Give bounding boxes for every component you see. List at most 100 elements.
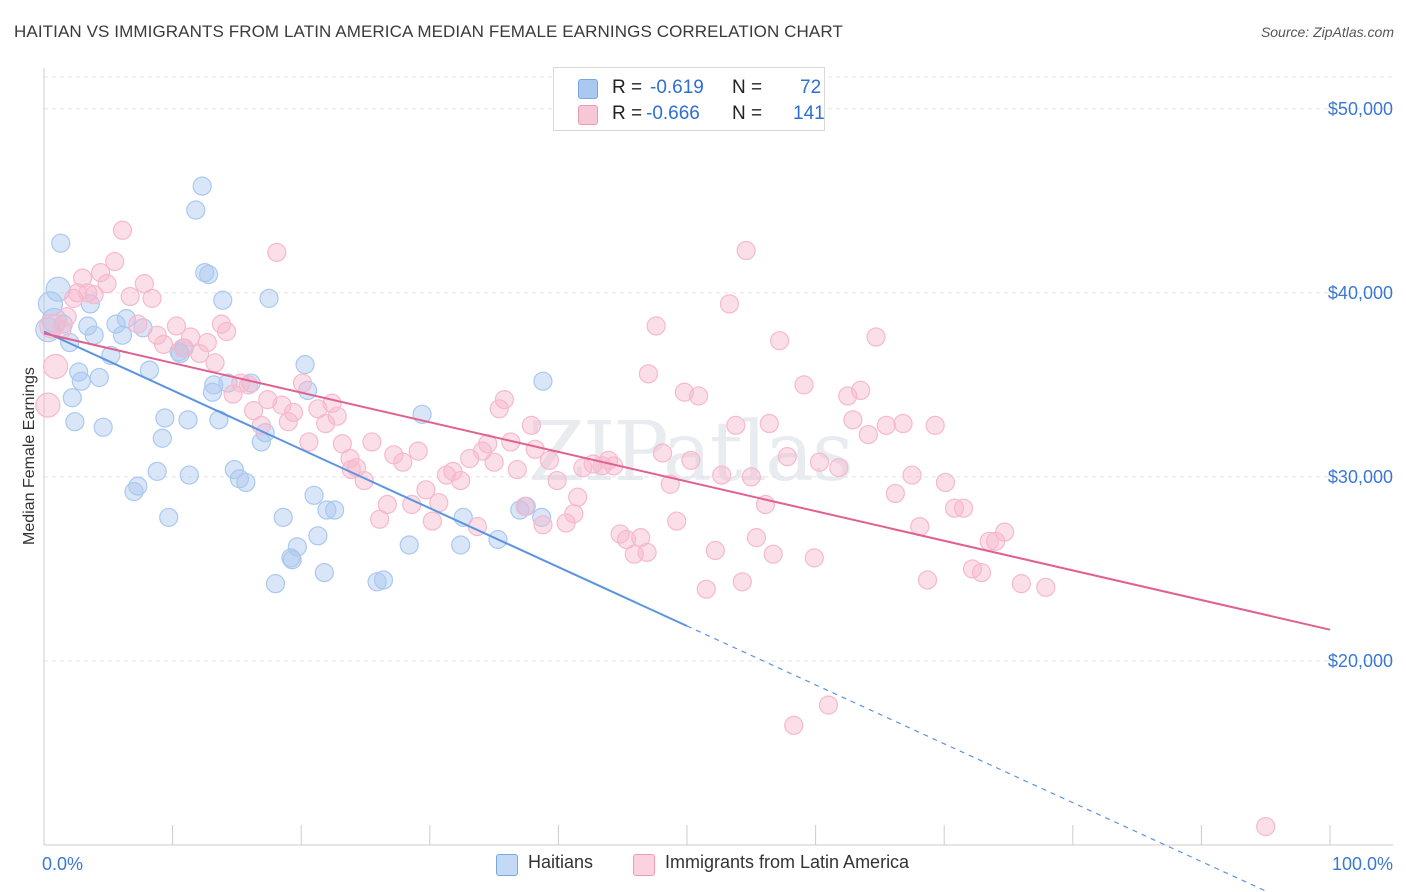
data-point <box>128 476 148 496</box>
data-point <box>532 507 552 527</box>
data-point <box>205 353 225 373</box>
axes <box>43 68 1393 846</box>
data-point <box>851 380 871 401</box>
data-point <box>416 480 436 500</box>
data-point <box>178 410 198 430</box>
data-point <box>784 715 804 735</box>
data-point <box>213 290 233 310</box>
data-point <box>259 288 279 308</box>
data-point <box>705 540 725 561</box>
data-point <box>97 274 117 294</box>
data-point <box>155 408 175 428</box>
latin-america-trend-line <box>43 332 1331 631</box>
data-point <box>736 240 756 261</box>
data-point <box>843 410 863 430</box>
data-point <box>893 413 913 434</box>
data-point <box>1011 574 1031 594</box>
data-point <box>62 388 82 408</box>
legend-label: Haitians <box>528 852 594 872</box>
correlation-legend: R = -0.619 N = 72 R = -0.666 N = 141 <box>553 67 825 131</box>
data-point <box>112 220 133 240</box>
data-point <box>876 415 896 435</box>
data-point <box>885 483 905 504</box>
n-label: N = <box>732 77 763 98</box>
data-point <box>402 494 422 515</box>
data-point <box>674 382 695 402</box>
x-tick-label: 0.0% <box>42 854 83 874</box>
data-point <box>667 511 687 531</box>
data-point <box>152 428 172 448</box>
data-point <box>777 447 797 467</box>
data-point <box>147 461 167 481</box>
data-point <box>90 263 111 283</box>
data-point <box>408 441 428 461</box>
data-point <box>1036 577 1056 597</box>
data-point <box>229 469 250 489</box>
data-point <box>57 307 77 327</box>
n-label: N = <box>732 103 763 124</box>
data-point <box>917 570 938 590</box>
data-point <box>317 500 337 520</box>
data-point <box>65 412 85 432</box>
data-point <box>533 515 553 535</box>
grid-lines <box>44 76 1395 662</box>
data-point <box>646 316 666 336</box>
r-value: -0.619 <box>650 77 704 98</box>
latin-america-swatch <box>578 105 598 125</box>
data-point <box>112 325 133 345</box>
data-point <box>573 458 593 478</box>
data-point <box>759 413 779 434</box>
data-point <box>681 450 701 470</box>
data-point <box>637 542 657 562</box>
data-point <box>236 472 256 493</box>
data-point <box>373 570 394 590</box>
data-point <box>638 364 659 384</box>
data-point <box>128 314 148 334</box>
data-point <box>314 563 334 583</box>
data-point <box>308 399 328 419</box>
data-point <box>688 386 709 406</box>
data-point <box>794 375 814 395</box>
data-point <box>295 355 315 375</box>
data-point <box>547 470 567 491</box>
y-tick-label: $50,000 <box>1328 99 1393 119</box>
data-point <box>223 384 243 404</box>
data-point <box>159 507 179 527</box>
data-point <box>521 415 541 435</box>
data-point <box>71 371 91 391</box>
watermark: ZIPatlas <box>528 405 852 500</box>
data-point <box>72 268 93 288</box>
n-value: 141 <box>793 103 825 124</box>
data-point <box>179 465 199 485</box>
data-point <box>272 395 292 415</box>
data-point <box>37 291 64 317</box>
data-point <box>278 412 298 432</box>
data-point <box>726 415 746 435</box>
data-point <box>616 529 637 550</box>
data-point <box>422 511 442 531</box>
data-point <box>273 507 293 527</box>
data-point <box>84 285 104 305</box>
data-point <box>134 274 154 294</box>
data-point <box>204 375 224 395</box>
data-point <box>451 535 471 555</box>
haitians-points <box>35 176 553 594</box>
data-point <box>42 353 69 380</box>
data-point <box>316 413 336 434</box>
data-point <box>399 535 419 555</box>
data-point <box>719 294 740 314</box>
haitians-swatch <box>578 79 598 99</box>
data-point <box>510 500 530 520</box>
data-point <box>325 500 345 520</box>
latin-america-legend-swatch <box>633 854 655 876</box>
data-point <box>568 487 588 507</box>
data-point <box>484 452 504 472</box>
data-point <box>105 251 125 272</box>
data-point <box>925 415 945 435</box>
data-point <box>89 367 109 388</box>
x-tick-label: 100.0% <box>1332 854 1393 874</box>
data-point <box>166 316 187 336</box>
data-point <box>308 526 328 546</box>
data-point <box>93 417 113 437</box>
data-point <box>818 695 839 715</box>
